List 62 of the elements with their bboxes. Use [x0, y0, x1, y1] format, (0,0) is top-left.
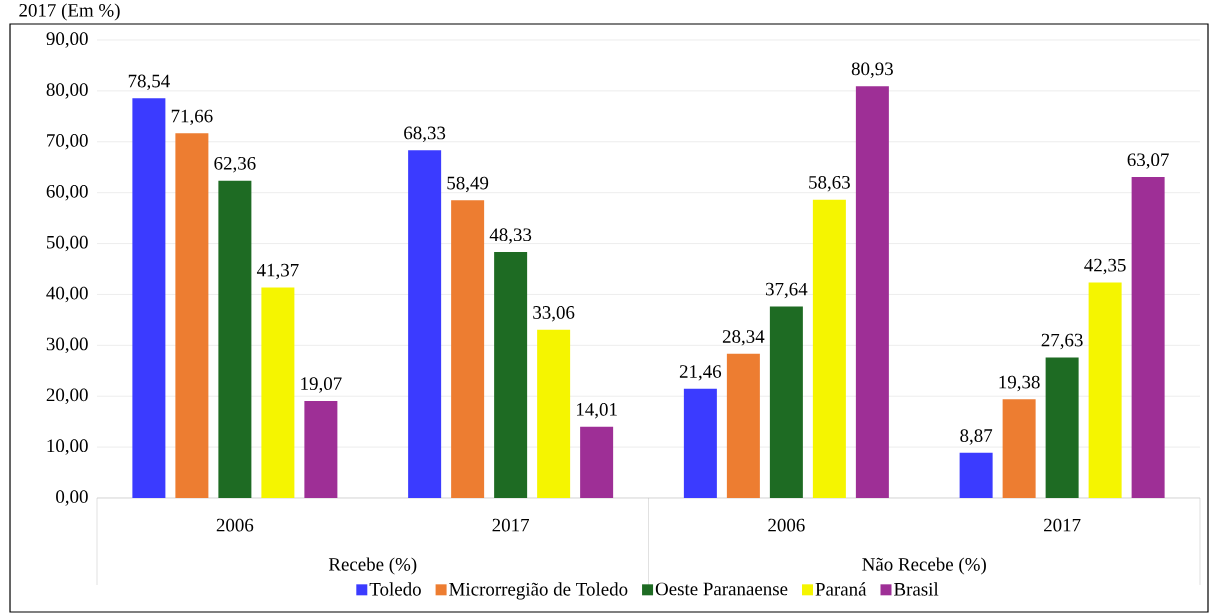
data-label: 42,35 — [1084, 258, 1126, 275]
bar — [1002, 399, 1036, 498]
bar — [451, 200, 485, 498]
bar — [1045, 357, 1079, 498]
y-tick-label: 0,00 — [56, 490, 88, 506]
bar — [132, 98, 166, 498]
x-tick-label: 2017 — [1044, 518, 1081, 532]
data-label: 63,07 — [1127, 153, 1169, 169]
y-tick-label: 70,00 — [47, 134, 88, 150]
y-tick-label: 40,00 — [46, 286, 88, 303]
y-tick-label: 20,00 — [46, 388, 88, 404]
data-label: 19,38 — [999, 375, 1040, 392]
data-label: 80,93 — [851, 62, 893, 78]
legend-label: Toledo — [369, 582, 421, 596]
chart-title: 2017 (Em %) — [19, 3, 120, 21]
bar — [769, 306, 803, 498]
data-label: 28,34 — [722, 330, 765, 346]
data-label: 19,07 — [301, 377, 342, 393]
legend-label: Microrregião de Toledo — [449, 582, 628, 600]
y-tick-label: 10,00 — [47, 439, 88, 455]
data-label: 41,37 — [256, 263, 299, 280]
data-label: 21,46 — [679, 365, 722, 381]
bar — [1131, 177, 1165, 498]
legend-label: Brasil — [894, 582, 939, 596]
bar — [261, 287, 295, 498]
bar — [683, 388, 717, 498]
legend-label: Paraná — [815, 582, 867, 596]
data-label: 78,54 — [128, 74, 170, 91]
bar — [812, 199, 846, 498]
data-label: 71,66 — [171, 109, 213, 126]
x-tick-label: 2006 — [216, 518, 254, 532]
data-label: 62,36 — [214, 157, 256, 173]
legend-label: Oeste Paranaense — [655, 582, 788, 596]
x-tick-label: 2006 — [768, 518, 805, 532]
data-label: 68,33 — [404, 126, 446, 143]
bar — [218, 180, 252, 498]
data-label: 37,64 — [765, 282, 808, 299]
bar — [537, 329, 571, 498]
y-tick-label: 50,00 — [47, 235, 88, 252]
bar — [855, 86, 889, 498]
y-tick-label: 30,00 — [46, 337, 88, 354]
text: Recebe (%) — [328, 557, 417, 575]
bar — [304, 400, 338, 498]
data-label: 14,01 — [576, 403, 617, 419]
y-tick-label: 80,00 — [46, 83, 88, 99]
bar — [1088, 282, 1122, 498]
data-label: 48,33 — [489, 228, 532, 244]
data-label: 33,06 — [533, 306, 575, 322]
y-tick-label: 60,00 — [46, 184, 88, 201]
bar — [175, 133, 209, 498]
x-tick-label: 2017 — [492, 518, 530, 532]
data-label: 8,87 — [960, 429, 993, 445]
text: Não Recebe (%) — [862, 557, 986, 575]
data-label: 58,63 — [809, 175, 850, 192]
bar — [408, 150, 442, 498]
bar — [726, 353, 760, 498]
y-tick-label: 90,00 — [46, 32, 88, 48]
bar — [580, 426, 614, 498]
bar — [494, 252, 528, 498]
bar — [959, 452, 993, 498]
data-label: 27,63 — [1041, 333, 1083, 350]
data-label: 58,49 — [447, 176, 489, 193]
